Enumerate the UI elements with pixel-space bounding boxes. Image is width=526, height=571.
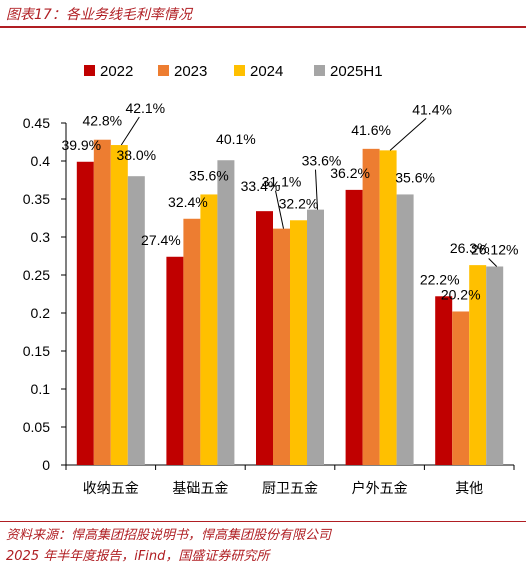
legend-label-2024: 2024 bbox=[250, 63, 283, 80]
x-category-label: 基础五金 bbox=[172, 480, 228, 497]
title-rule bbox=[0, 26, 526, 28]
data-label-2024: 26.3% bbox=[450, 240, 490, 256]
data-label-2022: 22.2% bbox=[420, 271, 460, 287]
legend-swatch-2022 bbox=[84, 65, 95, 76]
bar-2025H1 bbox=[486, 266, 504, 465]
data-label-2022: 39.9% bbox=[61, 137, 101, 153]
bar-2025H1 bbox=[217, 160, 235, 466]
bar-2023 bbox=[183, 218, 201, 465]
data-label-leader bbox=[275, 190, 284, 229]
bar-2024 bbox=[200, 194, 218, 465]
x-category-label: 其他 bbox=[455, 481, 483, 497]
bar-2023 bbox=[452, 311, 470, 465]
data-label-2022: 33.4% bbox=[241, 178, 281, 194]
bar-2023 bbox=[273, 228, 290, 465]
bar-2022 bbox=[345, 189, 363, 465]
legend-label-2025H1: 2025H1 bbox=[330, 63, 383, 80]
x-category-label: 收纳五金 bbox=[83, 481, 139, 497]
y-tick-label: 0.15 bbox=[23, 343, 50, 359]
data-label-leader bbox=[120, 116, 140, 146]
legend-swatch-2024 bbox=[234, 65, 245, 76]
source-rule bbox=[0, 521, 526, 522]
bar-2025H1 bbox=[127, 176, 145, 465]
data-label-2025H1: 35.6% bbox=[395, 169, 435, 185]
data-label-2025H1: 33.6% bbox=[302, 153, 342, 169]
data-label-2023: 42.8% bbox=[82, 113, 122, 129]
bar-2022 bbox=[76, 161, 94, 465]
legend-label-2022: 2022 bbox=[100, 63, 133, 80]
y-tick-label: 0.1 bbox=[31, 381, 51, 397]
bar-2025H1 bbox=[396, 194, 414, 465]
bar-2023 bbox=[362, 148, 380, 465]
legend-swatch-2023 bbox=[158, 65, 169, 76]
data-label-2022: 27.4% bbox=[141, 232, 181, 248]
y-tick-label: 0 bbox=[42, 457, 50, 473]
data-label-2025H1: 26.12% bbox=[471, 241, 518, 257]
bar-2022 bbox=[435, 296, 453, 465]
legend-swatch-2025H1 bbox=[314, 65, 325, 76]
legend-label-2023: 2023 bbox=[174, 63, 207, 80]
x-category-label: 户外五金 bbox=[352, 480, 408, 497]
data-label-leader bbox=[488, 258, 498, 267]
data-label-2025H1: 40.1% bbox=[216, 131, 256, 147]
data-label-2023: 31.1% bbox=[262, 174, 302, 190]
bar-chart: 0 0.05 0.1 0.15 0.2 0.25 0.3 0.35 0.4 0.45 收纳五金 基础五… bbox=[23, 63, 519, 497]
data-label-2023: 32.4% bbox=[168, 194, 208, 210]
y-tick-label: 0.2 bbox=[31, 305, 51, 321]
bar-2025H1 bbox=[307, 209, 324, 465]
data-label-2022: 36.2% bbox=[330, 165, 370, 181]
y-tick-label: 0.05 bbox=[23, 419, 50, 435]
bar-2024 bbox=[290, 220, 307, 465]
bar-2022 bbox=[166, 256, 184, 465]
data-label-leader bbox=[315, 169, 318, 210]
figure-title: 图表17：各业务线毛利率情况 bbox=[6, 7, 192, 23]
x-category-label: 厨卫五金 bbox=[262, 481, 318, 497]
data-label-2023: 20.2% bbox=[441, 286, 481, 302]
data-label-2024: 42.1% bbox=[125, 100, 165, 116]
bar-2024 bbox=[110, 145, 128, 465]
data-label-2024: 35.6% bbox=[189, 167, 229, 183]
source-line-2: 2025 年半年度报告，iFind，国盛证券研究所 bbox=[6, 549, 270, 564]
data-label-leader bbox=[389, 117, 427, 151]
data-label-2023: 41.6% bbox=[351, 122, 391, 138]
y-tick-label: 0.35 bbox=[23, 191, 50, 207]
bar-2022 bbox=[256, 211, 273, 465]
bar-2023 bbox=[93, 139, 111, 465]
y-tick-label: 0.3 bbox=[31, 229, 51, 245]
bar-2024 bbox=[379, 150, 397, 466]
bar-2024 bbox=[469, 265, 487, 465]
y-tick-label: 0.25 bbox=[23, 267, 50, 283]
y-tick-label: 0.45 bbox=[23, 115, 50, 131]
data-label-2025H1: 38.0% bbox=[116, 147, 156, 163]
data-label-2024: 32.2% bbox=[279, 195, 319, 211]
y-tick-label: 0.4 bbox=[31, 153, 51, 169]
data-label-2024: 41.4% bbox=[412, 101, 452, 117]
source-line-1: 资料来源：悍高集团招股说明书，悍高集团股份有限公司 bbox=[6, 528, 332, 543]
